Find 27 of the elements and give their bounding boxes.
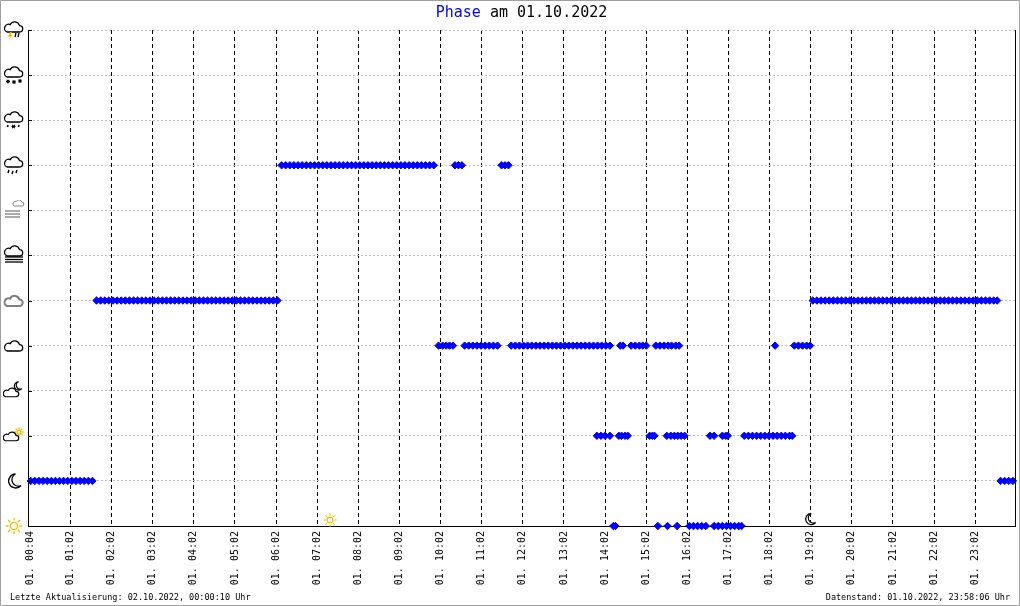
chart-title: Phase am 01.10.2022 xyxy=(435,2,608,21)
x-tick-label: 01. 13:02 xyxy=(557,531,569,586)
x-tick-label: 01. 20:02 xyxy=(845,531,857,586)
x-tick-label: 01. 01:02 xyxy=(64,531,76,586)
x-tick-label: 01. 21:02 xyxy=(886,531,898,586)
x-tick-label: 01. 06:02 xyxy=(269,531,281,586)
x-tick-label: 01. 02:02 xyxy=(105,531,117,586)
x-tick-label: 01. 17:02 xyxy=(722,531,734,586)
x-tick-label: 01. 16:02 xyxy=(680,531,692,586)
x-tick-label: 01. 14:02 xyxy=(598,531,610,586)
x-tick-label: 01. 15:02 xyxy=(639,531,651,586)
x-tick-label: 01. 11:02 xyxy=(475,531,487,586)
x-tick-label: 01. 05:02 xyxy=(228,531,240,586)
x-tick-label: 01. 00:04 xyxy=(24,531,36,586)
x-tick-label: 01. 10:02 xyxy=(434,531,446,586)
text: Letzte Aktualisierung: 02.10.2022, 00:00:10 Uhr xyxy=(10,592,251,603)
x-tick-label: 01. 04:02 xyxy=(187,531,199,586)
x-tick-label: 01. 09:02 xyxy=(393,531,405,586)
x-tick-label: 01. 07:02 xyxy=(310,531,322,586)
x-tick-label: 01. 08:02 xyxy=(351,531,363,586)
x-tick-label: 01. 22:02 xyxy=(927,531,939,586)
x-tick-label: 01. 23:02 xyxy=(968,531,980,586)
x-tick-label: 01. 18:02 xyxy=(763,531,775,586)
x-tick-label: 01. 03:02 xyxy=(146,531,158,586)
x-tick-label: 01. 12:02 xyxy=(516,531,528,586)
x-tick-label: 01. 19:02 xyxy=(804,531,816,586)
text: Datenstand: 01.10.2022, 23:58:06 Uhr xyxy=(825,592,1010,603)
